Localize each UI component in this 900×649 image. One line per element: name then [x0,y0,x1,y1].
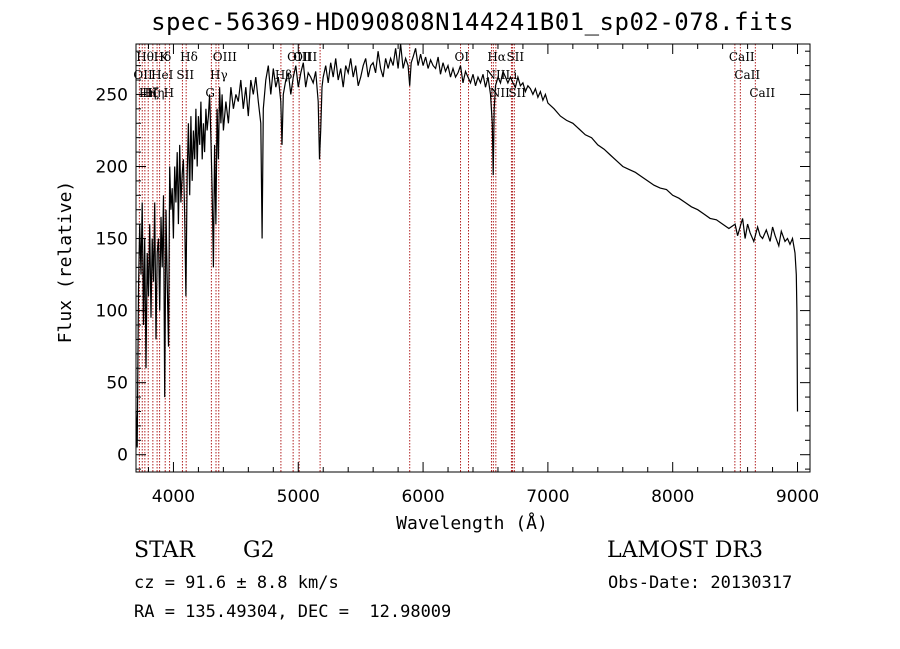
x-tick-label-9000: 9000 [776,487,819,507]
x-tick-label-6000: 6000 [401,487,444,507]
line-marker-label-13: OIII [213,50,237,64]
line-marker-label-29: CaII [749,86,775,100]
y-tick-label-100: 100 [96,302,128,322]
line-marker-label-28: CaII [734,68,760,82]
y-axis-label: Flux (relative) [55,181,76,344]
line-marker-label-10: Hδ [180,50,198,64]
x-tick-label-7000: 7000 [526,487,569,507]
y-tick-label-150: 150 [96,230,128,250]
line-marker-label-16: OIII [293,50,317,64]
observation-date: Obs-Date: 20130317 [608,573,793,593]
object-class: STAR [134,538,195,563]
line-marker-label-24: Li [505,68,517,82]
x-tick-label-4000: 4000 [152,487,195,507]
line-marker-label-8: H [164,86,174,100]
y-tick-label-0: 0 [117,446,128,466]
line-marker-label-3: Hζ [142,86,159,100]
line-marker-label-4: Hη [147,86,165,100]
line-markers [138,44,756,472]
line-marker-label-5: HeI [151,68,174,82]
line-marker-label-27: CaII [729,50,755,64]
line-marker-label-1: Hθ [136,50,154,64]
line-marker-label-15: OIII [287,50,311,64]
line-marker-label-23: NII [490,86,510,100]
line-marker-label-2: Hη [139,86,157,100]
y-tick-label-200: 200 [96,157,128,177]
x-axis-label: Wavelength (Å) [396,512,548,534]
line-marker-label-25: SII [506,50,524,64]
line-marker-label-7: K [159,50,169,64]
line-marker-label-0: OII [133,68,153,82]
ra-dec-coordinates: RA = 135.49304, DEC = 12.98009 [134,602,452,622]
flux-series-line [135,43,799,448]
line-marker-label-19: OI [455,50,470,64]
survey-name: LAMOST DR3 [607,538,763,563]
y-tick-label-50: 50 [106,374,128,394]
plot-frame [135,43,811,473]
line-marker-label-6: Hδ [154,50,172,64]
line-marker-label-9: SII [176,68,194,82]
line-marker-label-21: NII [485,68,505,82]
line-marker-label-26: SII [508,86,526,100]
x-tick-label-5000: 5000 [277,487,320,507]
x-tick-label-8000: 8000 [651,487,694,507]
line-marker-label-12: Hγ [210,68,228,82]
y-axis: 0 50 100 150 200 250 [96,50,810,470]
line-marker-label-11: G [205,86,215,100]
y-tick-label-250: 250 [96,85,128,105]
object-subclass: G2 [243,538,275,563]
line-marker-labels: OIIHθHηHζHηHeIHδKHSIIHδGHγOIIIHβOIIIOIII… [133,50,775,100]
line-marker-label-14: Hβ [275,68,292,82]
line-marker-label-22: Hα [487,50,506,64]
x-axis: 4000 5000 6000 7000 8000 9000 [147,44,819,507]
redshift-cz: cz = 91.6 ± 8.8 km/s [134,573,339,593]
chart-title: spec-56369-HD090808N144241B01_sp02-078.f… [151,8,794,36]
